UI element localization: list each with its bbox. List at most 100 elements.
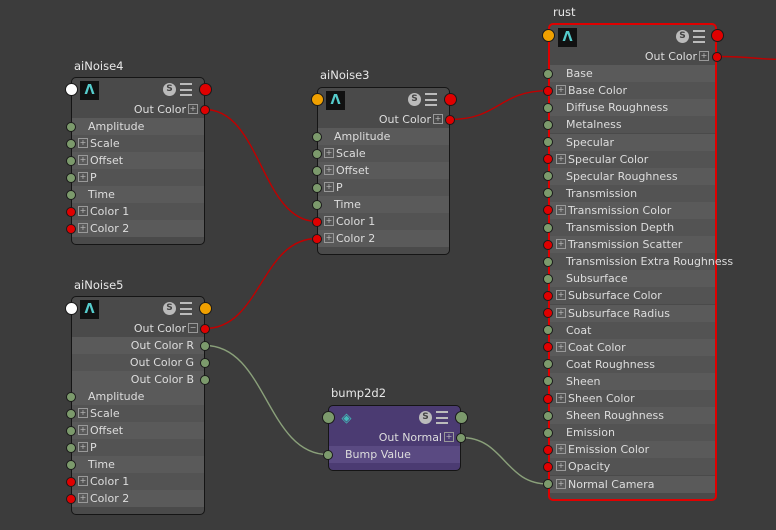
input-attribute-row[interactable]: + Color 1: [318, 213, 449, 230]
expand-icon[interactable]: +: [78, 425, 88, 435]
input-attribute-row[interactable]: + Scale: [72, 135, 204, 152]
expand-icon[interactable]: +: [78, 493, 88, 503]
attribute-list-icon[interactable]: [180, 83, 192, 96]
node-title[interactable]: aiNoise3: [320, 68, 370, 82]
input-port[interactable]: [66, 459, 76, 470]
input-port[interactable]: [66, 121, 76, 132]
node-output-port[interactable]: [454, 410, 468, 424]
output-port[interactable]: [445, 114, 455, 125]
input-attribute-row[interactable]: + Emission Color: [550, 441, 715, 459]
input-port[interactable]: [312, 131, 322, 142]
input-attribute-row[interactable]: + Subsurface Radius: [550, 304, 715, 322]
output-port[interactable]: [200, 340, 210, 351]
input-port[interactable]: [543, 376, 553, 387]
input-attribute-row[interactable]: Time: [72, 456, 204, 473]
connection-wire[interactable]: [716, 55, 776, 61]
input-attribute-row[interactable]: + Transmission Scatter: [550, 236, 715, 254]
node-title[interactable]: rust: [553, 5, 576, 19]
expand-icon[interactable]: +: [556, 478, 566, 489]
input-port[interactable]: [543, 393, 553, 404]
node-rust[interactable]: Λ S Out Color + Base + Base Color Diffuse Rough…: [548, 23, 733, 501]
output-port[interactable]: [200, 357, 210, 368]
input-port[interactable]: [543, 256, 553, 267]
expand-icon[interactable]: +: [556, 444, 566, 455]
input-port[interactable]: [66, 155, 76, 166]
expand-icon[interactable]: +: [556, 204, 566, 215]
input-port[interactable]: [543, 359, 553, 370]
input-port[interactable]: [543, 102, 553, 113]
output-attribute-row[interactable]: Out Color −: [72, 320, 204, 337]
input-attribute-row[interactable]: Base: [550, 65, 715, 83]
input-attribute-row[interactable]: + Normal Camera: [550, 475, 715, 493]
expand-icon[interactable]: +: [324, 216, 334, 226]
input-port[interactable]: [543, 410, 553, 421]
input-port[interactable]: [543, 239, 553, 250]
input-port[interactable]: [543, 171, 553, 182]
expand-icon[interactable]: +: [324, 233, 334, 243]
output-port[interactable]: [456, 432, 466, 443]
input-port[interactable]: [323, 449, 333, 460]
expand-icon[interactable]: +: [78, 408, 88, 418]
node-title[interactable]: bump2d2: [331, 386, 387, 400]
connection-wire[interactable]: [204, 237, 318, 330]
input-attribute-row[interactable]: + Opacity: [550, 458, 715, 476]
expand-icon[interactable]: +: [324, 182, 334, 192]
input-port[interactable]: [543, 68, 553, 79]
input-attribute-row[interactable]: + Offset: [72, 422, 204, 439]
input-attribute-row[interactable]: + Color 2: [318, 230, 449, 247]
input-port[interactable]: [543, 273, 553, 284]
expand-icon[interactable]: +: [699, 51, 709, 61]
input-attribute-row[interactable]: Transmission Extra Roughness: [550, 253, 733, 271]
input-port[interactable]: [543, 119, 553, 130]
input-port[interactable]: [543, 427, 553, 438]
input-attribute-row[interactable]: Specular: [550, 133, 715, 151]
input-attribute-row[interactable]: Sheen: [550, 372, 715, 390]
connection-wire[interactable]: [449, 90, 549, 121]
input-attribute-row[interactable]: + Transmission Color: [550, 201, 715, 219]
output-attribute-row[interactable]: Out Color B: [72, 371, 204, 388]
input-port[interactable]: [66, 442, 76, 453]
node-aiNoise3[interactable]: Λ S Out Color + Amplitude + Scale + Offset + P Time…: [317, 87, 450, 255]
node-aiNoise5[interactable]: Λ S Out Color − Out Color R Out Color G Out Co…: [71, 296, 205, 515]
input-attribute-row[interactable]: Coat Roughness: [550, 355, 715, 373]
swatch-toggle-icon[interactable]: S: [676, 30, 689, 43]
node-title[interactable]: aiNoise4: [74, 59, 124, 73]
node-output-port[interactable]: [443, 92, 457, 106]
output-port[interactable]: [712, 51, 722, 62]
input-attribute-row[interactable]: Amplitude: [72, 118, 204, 135]
input-attribute-row[interactable]: Transmission Depth: [550, 219, 715, 236]
expand-icon[interactable]: +: [78, 138, 88, 148]
expand-icon[interactable]: +: [444, 432, 454, 442]
output-attribute-row[interactable]: Out Color G: [72, 354, 204, 371]
node-input-port[interactable]: [321, 410, 335, 424]
input-attribute-row[interactable]: Metalness: [550, 116, 715, 134]
input-port[interactable]: [66, 391, 76, 402]
input-port[interactable]: [543, 137, 553, 147]
input-port[interactable]: [66, 189, 76, 200]
input-port[interactable]: [66, 172, 76, 183]
input-attribute-row[interactable]: + Color 2: [72, 490, 204, 507]
input-port[interactable]: [543, 85, 553, 96]
input-port[interactable]: [66, 476, 76, 487]
attribute-list-icon[interactable]: [436, 411, 448, 424]
expand-icon[interactable]: +: [556, 307, 566, 318]
expand-icon[interactable]: +: [556, 153, 566, 164]
input-port[interactable]: [543, 444, 553, 455]
input-port[interactable]: [543, 290, 553, 301]
expand-icon[interactable]: +: [556, 393, 566, 403]
input-port[interactable]: [312, 182, 322, 193]
input-port[interactable]: [66, 425, 76, 436]
node-input-port[interactable]: [310, 92, 324, 106]
input-port[interactable]: [66, 493, 76, 504]
input-attribute-row[interactable]: Sheen Roughness: [550, 407, 715, 425]
swatch-toggle-icon[interactable]: S: [163, 83, 176, 96]
output-attribute-row[interactable]: Out Normal +: [329, 429, 460, 446]
input-port[interactable]: [312, 233, 322, 244]
output-attribute-row[interactable]: Out Color R: [72, 337, 204, 354]
input-attribute-row[interactable]: Coat: [550, 321, 715, 339]
node-title[interactable]: aiNoise5: [74, 278, 124, 292]
input-attribute-row[interactable]: Subsurface: [550, 270, 715, 288]
input-attribute-row[interactable]: + Sheen Color: [550, 390, 715, 407]
expand-icon[interactable]: +: [433, 114, 443, 124]
input-attribute-row[interactable]: Bump Value: [329, 446, 460, 463]
